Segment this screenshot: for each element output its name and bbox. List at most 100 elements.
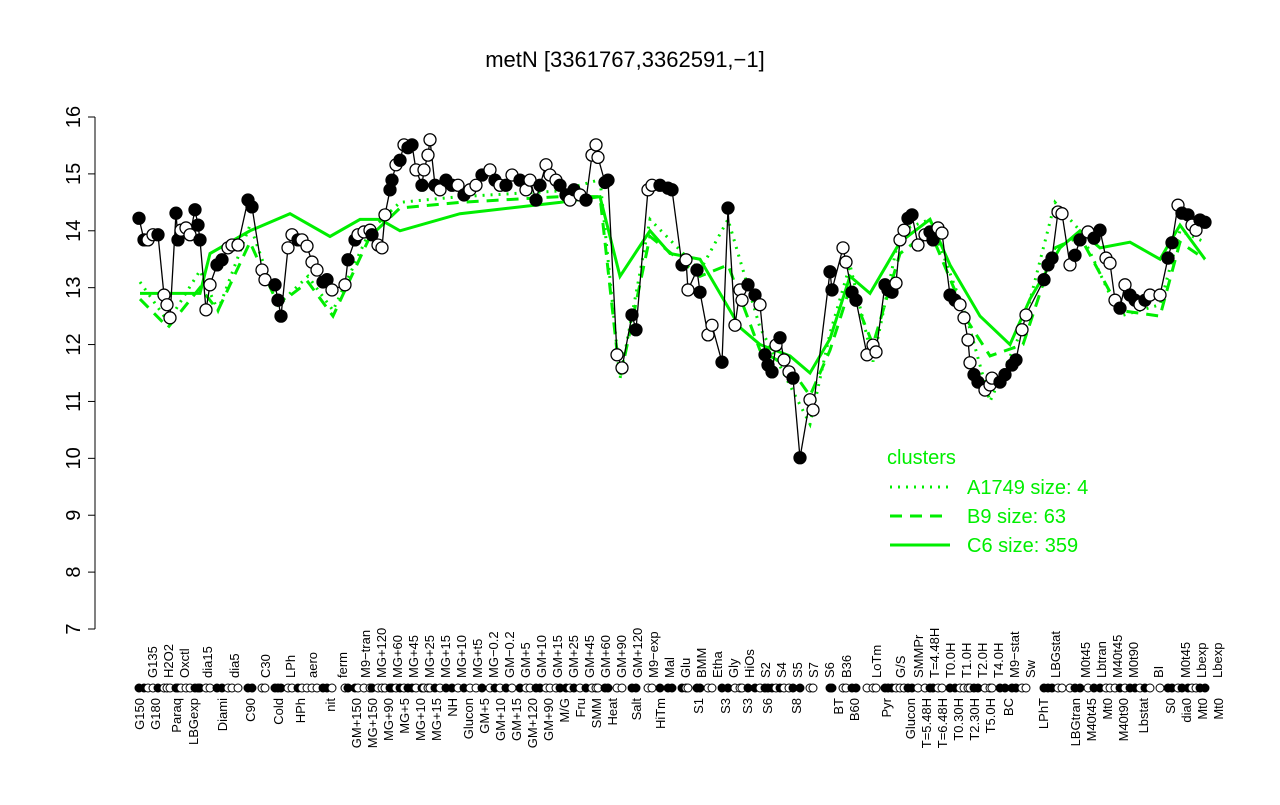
y-tick-label: 13 (63, 277, 85, 299)
data-point (1113, 301, 1127, 315)
x-tick-label-bottom: MG+5 (397, 698, 412, 734)
rug-mark (603, 683, 613, 693)
data-point (1015, 323, 1029, 337)
data-point (169, 206, 183, 220)
x-tick-label-top: BMM (694, 648, 709, 678)
x-tick-label-bottom: BC (1001, 698, 1016, 716)
data-point (765, 365, 779, 379)
data-point (393, 153, 407, 167)
data-point (405, 138, 419, 152)
cluster-line-dashed (138, 195, 1206, 399)
x-tick-label-bottom: T=6.48H (935, 698, 950, 748)
x-tick-label-bottom: Mt0 (1195, 698, 1210, 720)
rug-mark (647, 683, 657, 693)
rug-mark (1200, 683, 1210, 693)
rug-mark (247, 683, 257, 693)
data-point (615, 361, 629, 375)
x-tick-label-top: GM+120 (630, 628, 645, 678)
x-tick-label-bottom: MG+150 (365, 698, 380, 748)
data-point (499, 178, 513, 192)
x-tick-label-bottom: S3 (718, 698, 733, 714)
x-tick-label-top: LPh (283, 655, 298, 678)
x-tick-label-bottom: dia0 (1179, 698, 1194, 723)
data-point (786, 371, 800, 385)
rug-mark (233, 683, 243, 693)
data-point (160, 298, 174, 312)
x-tick-label-top: Etha (710, 650, 725, 678)
rug-mark (827, 683, 837, 693)
x-tick-label-bottom: T0.30H (951, 698, 966, 741)
data-point (998, 368, 1012, 382)
x-tick-label-top: M0t90 (1126, 642, 1141, 678)
data-point (215, 253, 229, 267)
x-tick-label-bottom: BT (831, 698, 846, 715)
rug-mark (327, 683, 337, 693)
data-point (1103, 256, 1117, 270)
data-point (378, 208, 392, 222)
data-point (417, 163, 431, 177)
x-tick-label-bottom: S0 (1163, 698, 1178, 714)
rug-mark (795, 683, 805, 693)
rug-mark (617, 683, 627, 693)
data-point (1068, 248, 1082, 262)
data-point (728, 318, 742, 332)
x-tick-label-top: GM+5 (518, 642, 533, 678)
data-point (1019, 308, 1033, 322)
x-tick-label-top: M0t45 (1178, 642, 1193, 678)
y-tick-label: 16 (63, 106, 85, 128)
rug-mark (707, 683, 717, 693)
data-point (889, 276, 903, 290)
data-point (385, 173, 399, 187)
data-point (268, 278, 282, 292)
x-tick-label-bottom: T5.0H (983, 698, 998, 733)
x-tick-label-bottom: G150 (132, 698, 147, 730)
x-tick-label-top: S7 (806, 662, 821, 678)
y-tick-label: 11 (63, 391, 85, 412)
data-point (869, 345, 883, 359)
x-tick-label-top: S6 (822, 662, 837, 678)
x-tick-label-top: BI (1151, 666, 1166, 678)
data-point (433, 183, 447, 197)
x-tick-label-bottom: S8 (789, 698, 804, 714)
x-tick-label-bottom: GM+10 (493, 698, 508, 741)
data-point (825, 283, 839, 297)
x-tick-label-top: GM−0.2 (502, 631, 517, 678)
data-point (793, 451, 807, 465)
x-tick-label-bottom: Glucon (461, 698, 476, 739)
x-tick-label-top: Sw (1023, 659, 1038, 678)
data-point (926, 233, 940, 247)
x-tick-labels: G135 H2O2 Oxctl dia15 dia5 C30 LPh aero ferm M9−t… (132, 628, 1226, 748)
y-axis: 7 8 9 10 11 12 13 14 15 16 (63, 106, 96, 635)
rug-mark (695, 683, 705, 693)
rug-mark (260, 683, 270, 693)
x-tick-label-top: Lbtran (1094, 641, 1109, 678)
x-tick-label-bottom: nit (323, 698, 338, 712)
rug-mark (1145, 683, 1155, 693)
x-tick-label-top: MG+60 (390, 635, 405, 678)
x-tick-label-bottom: Lbstat (1136, 698, 1151, 734)
x-tick-label-top: MG+25 (422, 635, 437, 678)
data-point (715, 355, 729, 369)
x-tick-label-top: HiOs (742, 649, 757, 678)
data-point (601, 173, 615, 187)
x-tick-label-top: MG+15 (438, 635, 453, 678)
data-point (963, 356, 977, 370)
x-tick-label-bottom: SMM (589, 698, 604, 728)
x-tick-label-bottom: M40t45 (1084, 698, 1099, 741)
x-tick-label-bottom: C90 (243, 698, 258, 722)
data-point (1055, 207, 1069, 221)
data-point (849, 293, 863, 307)
x-tick-label-top: GM+90 (614, 635, 629, 678)
data-point (310, 263, 324, 277)
x-tick-label-bottom: Mt0 (1100, 698, 1115, 720)
data-point (271, 293, 285, 307)
data-point (705, 318, 719, 332)
x-tick-label-bottom: Pyr (879, 697, 894, 717)
x-tick-label-top: LoTm (869, 645, 884, 678)
data-point (469, 178, 483, 192)
x-tick-label-top: GM+25 (566, 635, 581, 678)
x-tick-label-bottom: M40t90 (1116, 698, 1131, 741)
data-point (823, 265, 837, 279)
rug-mark (1057, 683, 1067, 693)
x-tick-label-top: Lbexp (1210, 643, 1225, 678)
